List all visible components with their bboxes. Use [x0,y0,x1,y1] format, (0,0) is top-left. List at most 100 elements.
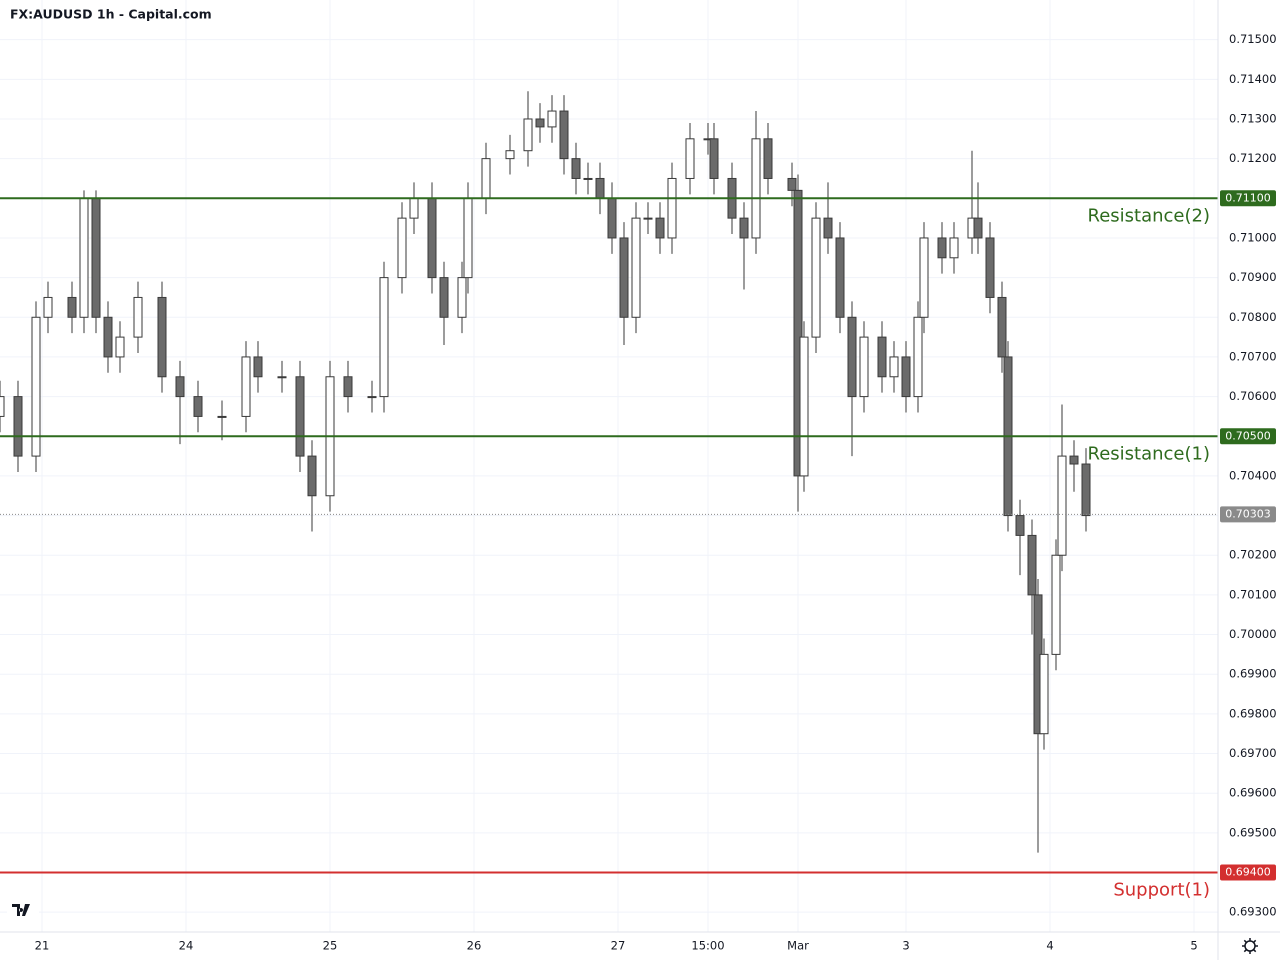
candle-body [535,118,545,128]
x-tick-label: 25 [323,939,338,953]
candle-body [157,296,167,378]
y-tick-label: 0.69700 [1229,746,1277,760]
x-tick-label: 21 [35,939,50,953]
y-tick-label: 0.69300 [1229,905,1277,919]
candle-body [643,217,653,220]
candle-body [505,150,515,160]
price-badge [1220,506,1276,523]
candle-body [823,217,833,239]
candle-body [1081,463,1091,517]
price-badge-label: 0.70303 [1225,507,1271,520]
y-tick-label: 0.70900 [1229,270,1277,284]
candle-body [763,138,773,179]
plot-area [0,91,1218,874]
candle-body [1015,515,1025,536]
candle-body [583,177,593,180]
candle-body [667,177,677,239]
candle-body [799,336,809,477]
y-tick-label: 0.70000 [1229,627,1277,641]
candle-body [523,118,533,152]
candle-body [481,158,491,199]
y-tick-label: 0.69500 [1229,825,1277,839]
y-tick-label: 0.71300 [1229,111,1277,125]
x-tick-label: 15:00 [691,939,724,953]
candle-body [949,237,959,259]
y-tick-label: 0.70100 [1229,587,1277,601]
candle-body [847,316,857,398]
price-badge-label: 0.71100 [1225,191,1271,204]
candle-body [133,296,143,338]
candle-body [1069,455,1079,465]
candle-body [889,356,899,378]
candle-body [241,356,251,417]
y-tick-label: 0.70800 [1229,310,1277,324]
candle-body [31,316,41,457]
candle-body [103,316,113,358]
candle-body [427,197,437,279]
candle-body [607,197,617,239]
candle-body [709,138,719,179]
y-tick-label: 0.70600 [1229,389,1277,403]
price-badge-label: 0.69400 [1225,866,1271,879]
price-badge [1220,428,1276,445]
candle-body [1051,554,1061,655]
candle-body [793,189,803,477]
candle-body [0,396,5,417]
x-tick-label: 26 [467,939,482,953]
level-label: Resistance(2) [1088,205,1211,226]
tv-logo [7,897,39,923]
chart-title: FX:AUDUSD 1h - Capital.com [10,7,212,22]
candle-body [193,396,203,417]
y-tick-label: 0.71200 [1229,151,1277,165]
candle-body [295,376,305,457]
candle-body [631,217,641,318]
candle-body [379,277,389,398]
candle-body [859,336,869,398]
price-badge [1220,864,1276,881]
candle-body [91,197,101,318]
x-tick-label: 27 [611,939,626,953]
price-badge [1220,190,1276,207]
candle-body [985,237,995,298]
y-tick-label: 0.71500 [1229,32,1277,46]
candle-body [811,217,821,338]
candle-body [595,177,605,199]
candle-body [559,110,569,160]
candle-body [739,217,749,239]
candle-body [973,217,983,239]
candle-body [43,296,53,318]
candle-body [277,376,287,379]
x-tick-label: 3 [902,939,909,953]
candle-body [787,177,797,191]
y-tick-label: 0.69600 [1229,786,1277,800]
y-tick-label: 0.69900 [1229,667,1277,681]
candle-body [175,376,185,398]
y-tick-label: 0.71000 [1229,230,1277,244]
candle-body [901,356,911,398]
settings-icon[interactable] [1242,938,1258,954]
candle-body [67,296,77,318]
x-tick-label: Mar [787,939,809,953]
y-tick-label: 0.71400 [1229,72,1277,86]
level-label: Resistance(1) [1088,443,1211,464]
candle-body [367,396,377,399]
candle-body [937,237,947,259]
candle-body [457,277,467,318]
candle-body [835,237,845,318]
y-tick-label: 0.70700 [1229,349,1277,363]
level-label: Support(1) [1113,880,1210,901]
candle-body [997,296,1007,358]
candle-body [253,356,263,378]
candle-body [343,376,353,398]
y-tick-label: 0.70400 [1229,468,1277,482]
candle-body [655,217,665,239]
candle-body [307,455,317,497]
candle-body [1057,455,1067,556]
candle-body [397,217,407,279]
candle-body [751,138,761,239]
candle-body [571,158,581,179]
candle-body [79,197,89,318]
